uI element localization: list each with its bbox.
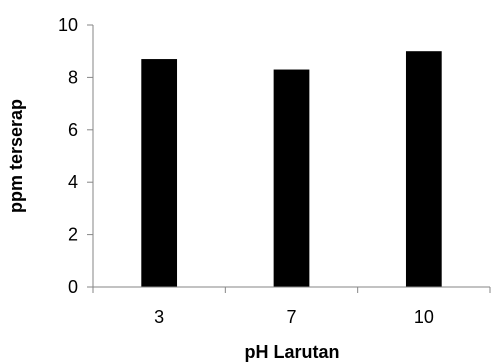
bar-7 xyxy=(273,69,310,287)
x-tick-label: 7 xyxy=(286,307,296,327)
y-tick-label: 2 xyxy=(68,225,78,245)
bars-group xyxy=(141,51,442,288)
x-tick-label: 3 xyxy=(154,307,164,327)
y-tick-label: 6 xyxy=(68,120,78,140)
bar-3 xyxy=(141,59,178,288)
x-axis-ticks: 3 7 10 xyxy=(92,287,491,327)
y-tick-label: 10 xyxy=(58,15,78,35)
y-tick-label: 0 xyxy=(68,277,78,297)
bar-10 xyxy=(405,51,442,288)
y-axis-title: ppm terserap xyxy=(6,99,26,213)
x-axis-title: pH Larutan xyxy=(244,342,339,362)
x-tick-label: 10 xyxy=(414,307,434,327)
y-tick-label: 4 xyxy=(68,172,78,192)
y-axis-ticks: 0 2 4 6 8 10 xyxy=(58,15,93,297)
y-tick-label: 8 xyxy=(68,67,78,87)
